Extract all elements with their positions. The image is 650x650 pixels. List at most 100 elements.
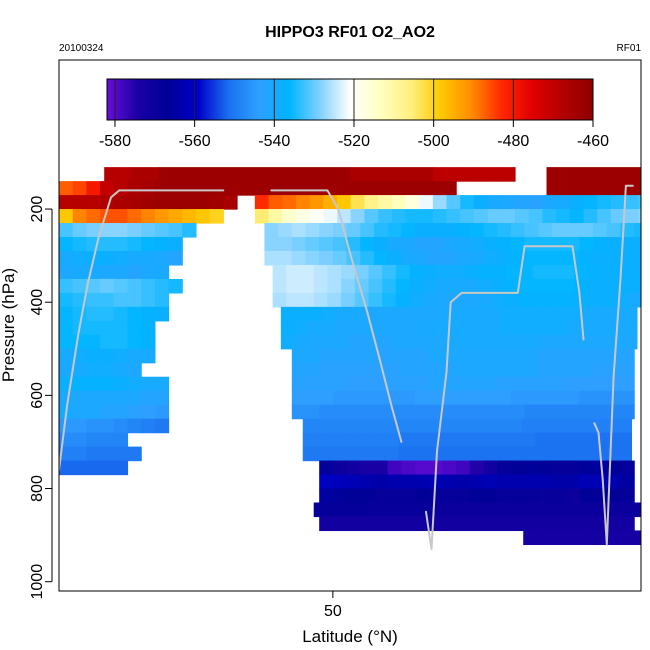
heatmap-cell: [497, 474, 512, 490]
heatmap-cell: [442, 348, 457, 364]
heatmap-cell: [319, 516, 334, 532]
heatmap-cell: [373, 488, 389, 504]
heatmap-cell: [538, 376, 553, 392]
heatmap-cell: [336, 167, 352, 182]
heatmap-cell: [59, 348, 74, 364]
heatmap-cell: [401, 376, 416, 392]
heatmap-cell: [614, 502, 630, 518]
heatmap-cell: [415, 181, 430, 196]
heatmap-cell: [373, 237, 389, 252]
heatmap-cell: [100, 278, 115, 294]
heatmap-cell: [480, 432, 496, 448]
heatmap-cell: [363, 320, 378, 336]
heatmap-cell: [565, 348, 580, 364]
heatmap-cell: [332, 250, 348, 266]
heatmap-cell: [382, 264, 397, 280]
heatmap-cell: [127, 223, 142, 238]
heatmap-cell: [538, 404, 553, 420]
heatmap-cell: [113, 418, 129, 434]
heatmap-cell: [551, 474, 567, 490]
heatmap-cell: [113, 404, 129, 420]
heatmap-cell: [343, 446, 359, 462]
heatmap-cell: [606, 250, 622, 266]
x-tick-label: 50: [324, 603, 342, 620]
heatmap-cell: [505, 502, 520, 518]
heatmap-cell: [59, 209, 74, 224]
heatmap-cell: [524, 237, 539, 252]
heatmap-cell: [141, 278, 156, 294]
heatmap-cell: [423, 278, 438, 294]
heatmap-cell: [524, 390, 539, 406]
heatmap-cell: [172, 167, 187, 182]
heatmap-cell: [154, 418, 170, 434]
heatmap-cell: [464, 502, 479, 518]
heatmap-cell: [464, 264, 479, 280]
heatmap-cell: [469, 488, 485, 504]
heatmap-cell: [486, 306, 501, 322]
heatmap-cell: [614, 167, 630, 182]
colorbar-frame: [106, 78, 594, 121]
heatmap-cell: [538, 474, 553, 490]
heatmap-cell: [209, 195, 224, 210]
heatmap-cell: [601, 292, 616, 308]
heatmap-cell: [319, 404, 334, 420]
heatmap-cell: [510, 404, 526, 420]
heatmap-cell: [72, 306, 87, 322]
profile-line: [59, 189, 225, 471]
heatmap-cell: [524, 516, 539, 532]
heatmap-cell: [491, 278, 507, 294]
heatmap-cell: [346, 516, 361, 532]
heatmap-cell: [442, 237, 457, 252]
heatmap-cell: [141, 334, 156, 350]
heatmap-cell: [510, 348, 526, 364]
heatmap-cell: [390, 334, 405, 350]
heatmap-cell: [445, 306, 460, 322]
heatmap-cell: [86, 418, 101, 434]
heatmap-cell: [302, 446, 318, 462]
heatmap-cell: [332, 390, 348, 406]
heatmap-cell: [272, 292, 287, 308]
heatmap-cell: [527, 334, 542, 350]
heatmap-cell: [316, 432, 331, 448]
heatmap-cell: [456, 362, 471, 378]
heatmap-cell: [535, 446, 550, 462]
heatmap-cell: [595, 334, 611, 350]
heatmap-cell: [593, 362, 608, 378]
heatmap-cell: [417, 334, 433, 350]
heatmap-cell: [113, 292, 129, 308]
heatmap-cell: [100, 334, 115, 350]
heatmap-cell: [620, 348, 635, 364]
heatmap-cell: [154, 223, 170, 238]
heatmap-cell: [405, 195, 420, 210]
heatmap-cell: [391, 209, 407, 224]
heatmap-cell: [254, 167, 270, 182]
heatmap-cell: [72, 209, 87, 224]
heatmap-cell: [478, 292, 493, 308]
heatmap-cell: [593, 348, 608, 364]
heatmap-cell: [551, 348, 567, 364]
heatmap-cell: [59, 278, 74, 294]
heatmap-cell: [264, 250, 279, 266]
heatmap-cell: [313, 502, 328, 518]
heatmap-cell: [551, 376, 567, 392]
heatmap-cell: [360, 348, 375, 364]
heatmap-cell: [168, 195, 183, 210]
heatmap-cell: [524, 474, 539, 490]
heatmap-cell: [168, 237, 183, 252]
profile-line: [593, 184, 634, 546]
heatmap-cell: [384, 432, 400, 448]
heatmap-cell: [415, 250, 430, 266]
heatmap-cell: [141, 292, 156, 308]
heatmap-cell: [579, 250, 594, 266]
heatmap-cell: [565, 460, 580, 476]
heatmap-cell: [59, 446, 74, 462]
heatmap-cell: [382, 292, 397, 308]
heatmap-cell: [428, 237, 444, 252]
heatmap-cell: [436, 502, 452, 518]
heatmap-cell: [86, 446, 101, 462]
heatmap-cell: [587, 292, 602, 308]
heatmap-cell: [551, 223, 567, 238]
heatmap-cell: [100, 264, 115, 280]
heatmap-cell: [72, 432, 87, 448]
heatmap-cell: [554, 306, 570, 322]
